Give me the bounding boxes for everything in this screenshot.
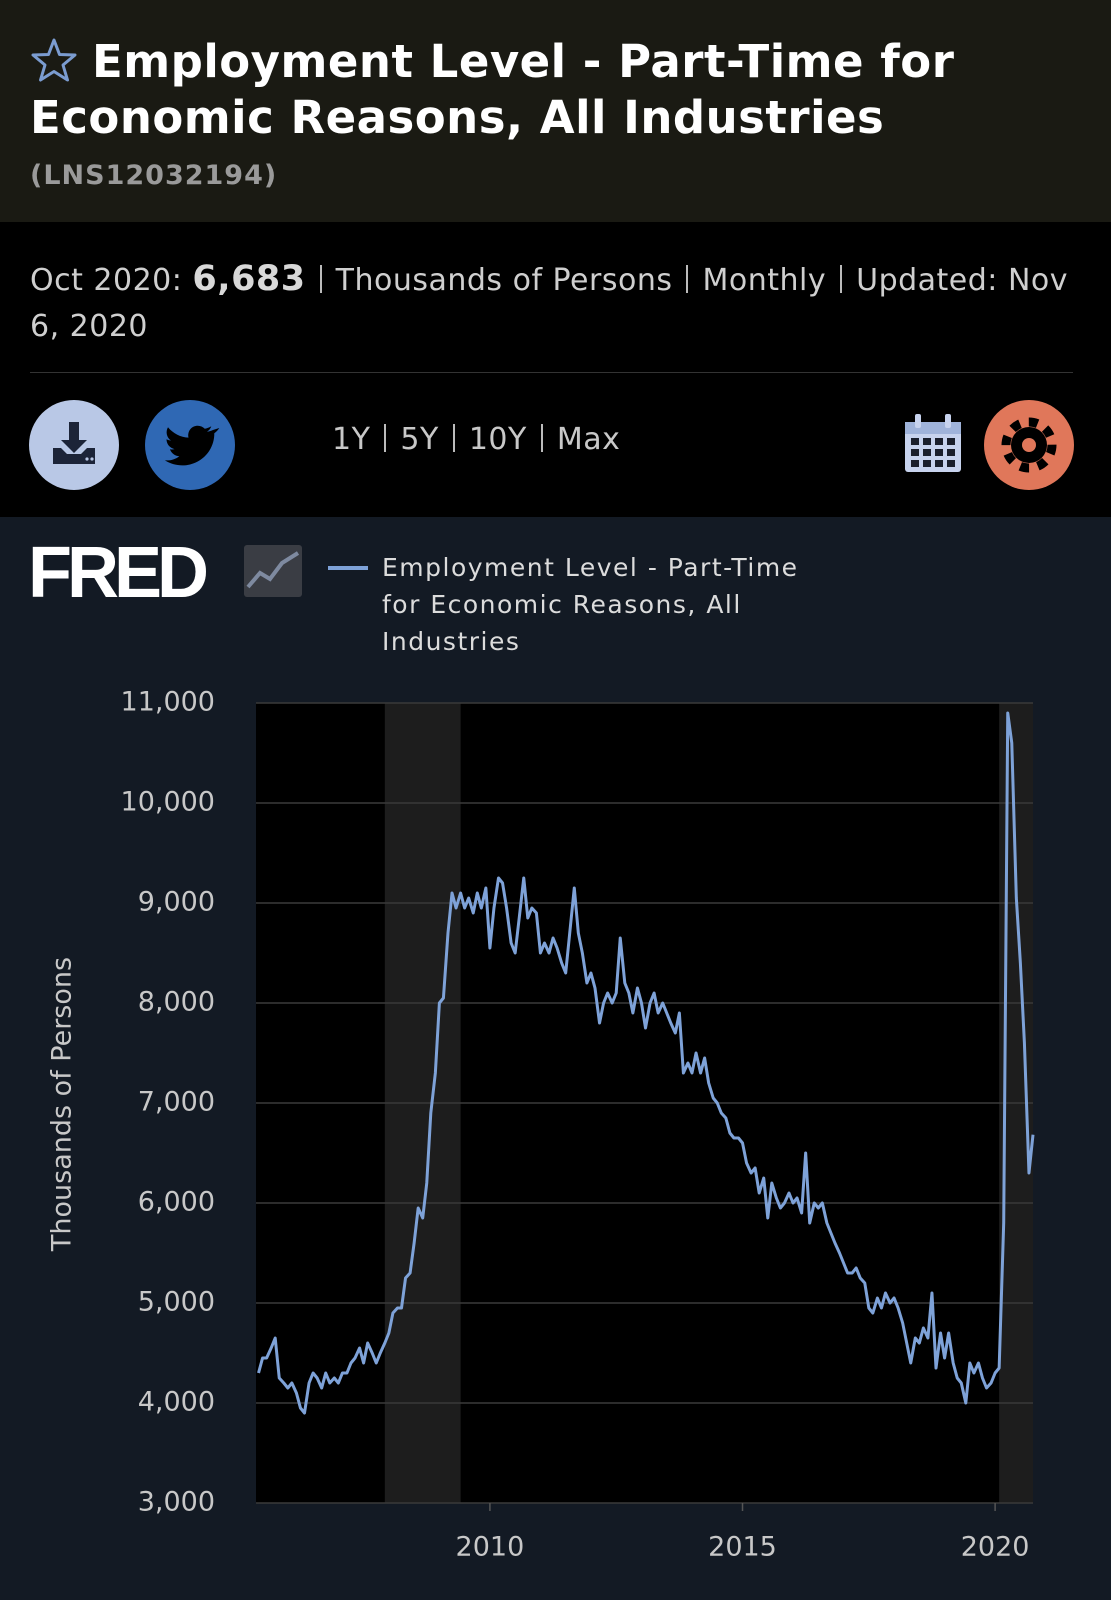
logo-graph-icon: [244, 545, 302, 597]
series-title: Employment Level - Part-Time for Economi…: [30, 34, 1090, 146]
download-icon: [53, 422, 95, 464]
x-tick-label: 2010: [456, 1532, 525, 1563]
y-tick-label: 6,000: [138, 1187, 215, 1218]
separator: [384, 424, 387, 452]
frequency: Monthly: [702, 263, 827, 298]
range-button[interactable]: 10Y: [468, 422, 527, 457]
gear-icon: [1001, 417, 1057, 473]
header: Employment Level - Part-Time for Economi…: [0, 0, 1111, 222]
calendar-button[interactable]: [902, 412, 964, 476]
separator: [686, 265, 689, 293]
separator: [452, 424, 455, 452]
y-tick-label: 4,000: [138, 1387, 215, 1418]
y-axis-label: Thousands of Persons: [47, 957, 78, 1252]
date-label: Oct 2020:: [30, 263, 183, 298]
y-tick-label: 9,000: [138, 887, 215, 918]
x-tick-label: 2015: [708, 1532, 777, 1563]
range-button[interactable]: 1Y: [332, 422, 371, 457]
separator: [319, 265, 322, 293]
settings-button[interactable]: [984, 400, 1074, 490]
range-selector: 1Y 5Y 10Y Max: [332, 422, 620, 457]
title-text: Employment Level - Part-Time for Economi…: [30, 35, 955, 144]
y-tick-label: 7,000: [138, 1087, 215, 1118]
divider: [30, 372, 1073, 373]
updated-label: Updated:: [856, 263, 998, 298]
legend-label: Employment Level - Part-Time for Economi…: [382, 553, 799, 656]
latest-value: 6,683: [192, 259, 306, 299]
separator: [840, 265, 843, 293]
range-button[interactable]: Max: [556, 422, 621, 457]
y-tick-label: 10,000: [121, 787, 215, 818]
twitter-button[interactable]: [145, 400, 235, 490]
y-tick-label: 11,000: [121, 687, 215, 718]
y-tick-label: 3,000: [138, 1487, 215, 1518]
series-info: Oct 2020: 6,683 Thousands of Persons Month…: [30, 256, 1080, 350]
x-tick-label: 2020: [961, 1532, 1030, 1563]
series-line: [257, 711, 1035, 1415]
download-button[interactable]: [29, 400, 119, 490]
separator: [540, 424, 543, 452]
fred-logo: FRED: [28, 533, 209, 613]
range-button[interactable]: 5Y: [400, 422, 439, 457]
y-tick-label: 5,000: [138, 1287, 215, 1318]
chart: 3,000 4,000 5,000 6,000 7,000 8,000 9,000 10,00…: [47, 687, 1035, 1563]
series-id: (LNS12032194): [30, 160, 278, 191]
legend-swatch: [328, 566, 368, 570]
y-tick-label: 8,000: [138, 987, 215, 1018]
units: Thousands of Persons: [335, 263, 673, 298]
twitter-icon: [164, 425, 220, 466]
updated-date: Nov 6, 2020: [30, 263, 1069, 344]
favorite-star[interactable]: [30, 37, 78, 83]
